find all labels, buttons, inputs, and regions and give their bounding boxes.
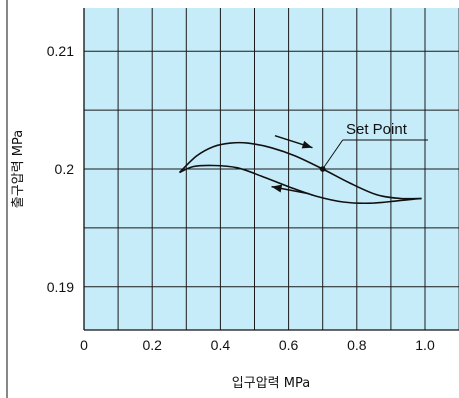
data-series <box>178 141 422 205</box>
arrow-head <box>271 184 283 193</box>
series-line-increasing <box>178 141 422 200</box>
tick-labels: 0 0.2 0.4 0.6 0.8 1.0 0.19 0.2 0.21 <box>47 43 435 353</box>
x-axis-title: 입구압력 MPa <box>232 376 310 391</box>
x-tick-label: 0.2 <box>142 337 162 353</box>
y-tick-label: 0.2 <box>55 161 75 177</box>
set-point-label: Set Point <box>346 121 408 138</box>
x-tick-label: 0 <box>80 337 88 353</box>
set-point-leader <box>322 139 344 170</box>
x-tick-label: 0.6 <box>279 337 299 353</box>
x-tick-label: 1.0 <box>415 337 435 353</box>
annotations: Set Point <box>271 121 428 195</box>
grid <box>84 8 459 330</box>
y-tick-label: 0.19 <box>47 279 74 295</box>
y-tick-label: 0.21 <box>47 43 74 59</box>
y-axis-title: 출구압력 MPa <box>11 130 26 208</box>
x-tick-label: 0.8 <box>347 337 367 353</box>
x-tick-label: 0.4 <box>211 337 231 353</box>
arrow-head <box>301 140 313 149</box>
series-line-decreasing <box>179 164 422 205</box>
